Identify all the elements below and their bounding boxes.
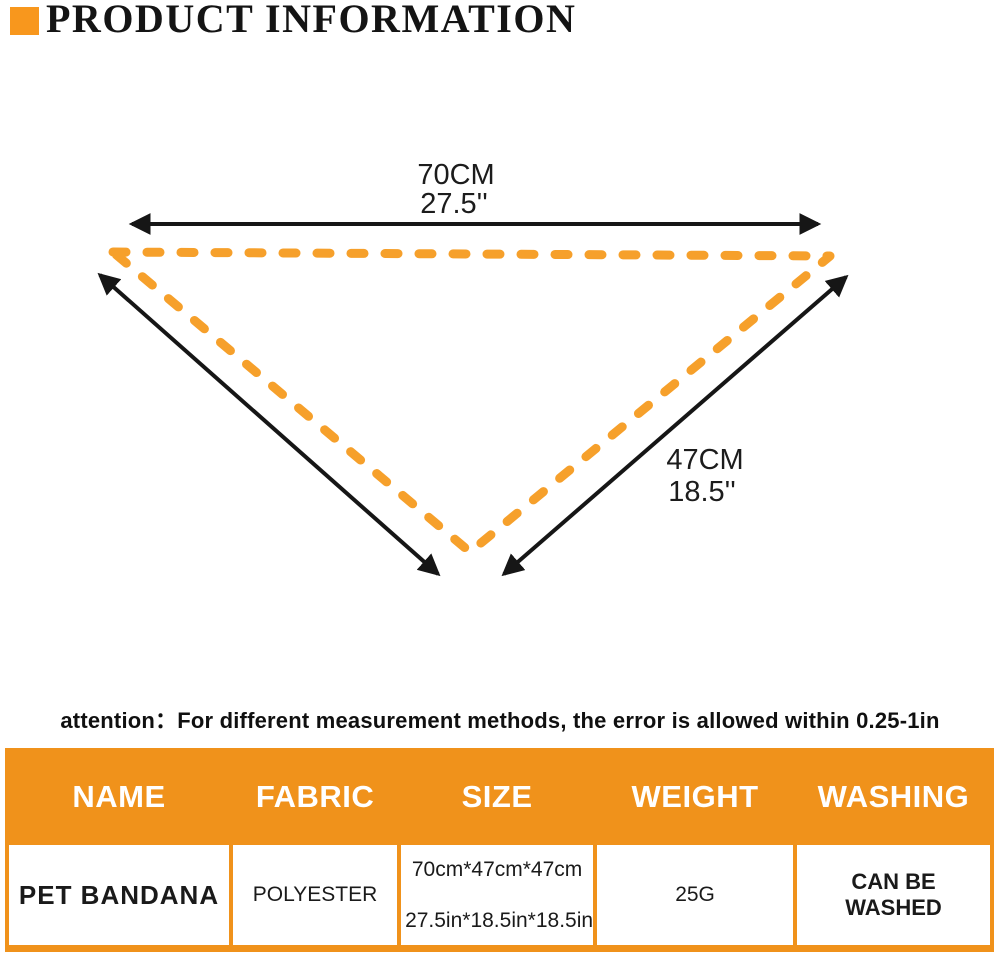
cell-name: PET BANDANA	[9, 845, 230, 945]
side-label-cm: 47CM	[666, 444, 743, 476]
table-header-row: NAME FABRIC SIZE WEIGHT WASHING	[9, 752, 990, 841]
spec-table-container: NAME FABRIC SIZE WEIGHT WASHING PET BAND…	[5, 748, 994, 952]
cell-weight: 25G	[597, 845, 793, 945]
side-label-inch: 18.5''	[668, 476, 736, 508]
size-imperial: 27.5in*18.5in*18.5in	[405, 908, 594, 932]
col-header-washing: WASHING	[796, 752, 990, 841]
spec-table: NAME FABRIC SIZE WEIGHT WASHING PET BAND…	[5, 748, 994, 949]
col-header-weight: WEIGHT	[597, 752, 793, 841]
size-metric: 70cm*47cm*47cm	[411, 857, 583, 881]
width-label-inch: 27.5''	[420, 188, 488, 220]
col-header-fabric: FABRIC	[233, 752, 398, 841]
table-row: PET BANDANA POLYESTER 70cm*47cm*47cm 27.…	[9, 845, 990, 945]
cell-washing: CAN BE WASHED	[796, 845, 990, 945]
col-header-size: SIZE	[401, 752, 594, 841]
width-label-cm: 70CM	[417, 159, 494, 191]
attention-note: attention：For different measurement meth…	[60, 708, 940, 733]
title-bullet-square	[10, 7, 39, 35]
cell-fabric: POLYESTER	[233, 845, 398, 945]
cell-size: 70cm*47cm*47cm 27.5in*18.5in*18.5in	[401, 845, 594, 945]
page-header: PRODUCT INFORMATION	[0, 0, 1000, 56]
col-header-name: NAME	[9, 752, 230, 841]
left-side-dimension-arrow	[97, 272, 441, 577]
right-side-dimension-arrow	[501, 274, 849, 577]
page-title: PRODUCT INFORMATION	[46, 0, 577, 41]
